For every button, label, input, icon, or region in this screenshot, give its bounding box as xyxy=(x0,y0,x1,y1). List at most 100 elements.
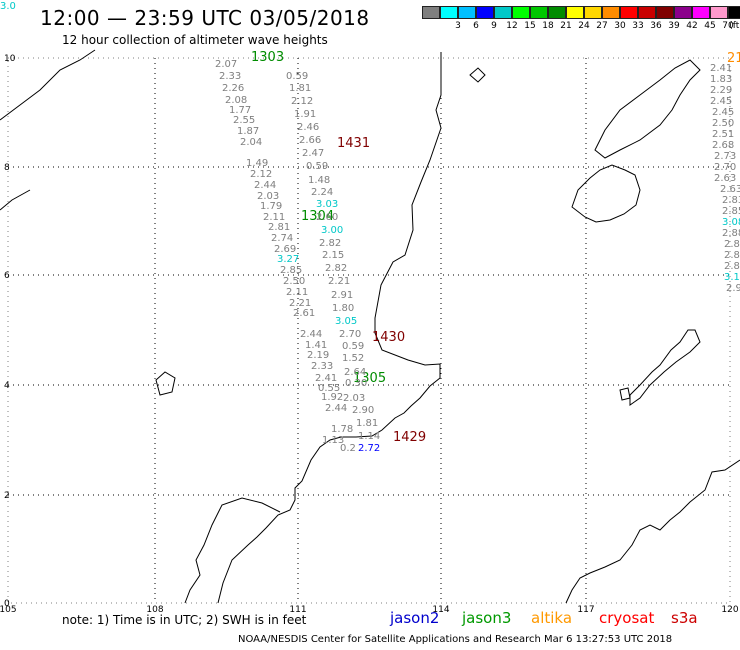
scale-swatch xyxy=(710,6,728,19)
wave-height-value: 1.80 xyxy=(332,303,354,314)
scale-swatch xyxy=(566,6,584,19)
scale-label: 42 xyxy=(686,21,698,31)
wave-height-value: 2.70 xyxy=(339,329,361,340)
coastline-hainan xyxy=(571,164,641,223)
latitude-tick-label: 10 xyxy=(4,54,16,64)
wave-height-value: 3.0 xyxy=(0,1,16,12)
wave-height-value: 2.61 xyxy=(293,308,315,319)
wave-height-value: 2.45 xyxy=(712,107,734,118)
wave-height-value: 2.66 xyxy=(299,135,321,146)
scale-swatch xyxy=(512,6,530,19)
legend-item-s3a: s3a xyxy=(671,609,698,627)
scale-label: 12 xyxy=(506,21,518,31)
wave-height-value: 2.26 xyxy=(222,83,244,94)
wave-height-value: 2.50 xyxy=(712,118,734,129)
scale-swatch xyxy=(548,6,566,19)
wave-height-value: 3.27 xyxy=(277,254,299,265)
wave-height-value: 2.55 xyxy=(233,115,255,126)
wave-height-value: 1.48 xyxy=(308,175,330,186)
wave-height-value: 3.05 xyxy=(335,316,357,327)
scale-label: 9 xyxy=(491,21,497,31)
wave-height-value: 2.60 xyxy=(316,212,338,223)
wave-height-value: 2.03 xyxy=(257,191,279,202)
satellite-pass-labels: 1303 1431 1304 1430 1305 1429 21 xyxy=(251,50,740,445)
edge-pass-label: 21 xyxy=(727,51,740,66)
legend-item-jason3: jason3 xyxy=(462,609,512,627)
wave-height-value: 2.21 xyxy=(289,298,311,309)
scale-swatch xyxy=(692,6,710,19)
pass-label: 1430 xyxy=(372,330,405,345)
coastline-vietnam xyxy=(217,52,442,604)
coastline-borneo xyxy=(565,459,740,604)
wave-height-value: 1.78 xyxy=(331,424,353,435)
pass-label: 1429 xyxy=(393,430,426,445)
wave-height-value: 2.15 xyxy=(322,250,344,261)
wave-height-value: 0.30 xyxy=(345,378,367,389)
wave-height-value: 2.44 xyxy=(300,329,322,340)
scale-swatch xyxy=(458,6,476,19)
wave-height-value: 1.41 xyxy=(305,340,327,351)
coastline-borneo-west xyxy=(184,497,281,604)
wave-height-value: 1.14 xyxy=(358,431,380,442)
scale-label: 39 xyxy=(668,21,680,31)
coastline-luzon xyxy=(594,59,701,159)
wave-height-value: 2.29 xyxy=(710,85,732,96)
wave-height-value: 2.73 xyxy=(714,151,736,162)
wave-height-value: 2.41 xyxy=(315,373,337,384)
wave-height-value: 3.1 xyxy=(724,272,740,283)
wave-height-value: 2.82 xyxy=(325,263,347,274)
scale-label: 30 xyxy=(614,21,626,31)
latitude-tick-label: 4 xyxy=(4,381,10,391)
longitude-tick-label: 117 xyxy=(577,605,594,615)
wave-height-value: 1.91 xyxy=(294,109,316,120)
scale-label: 27 xyxy=(596,21,608,31)
scale-label: 33 xyxy=(632,21,644,31)
wave-height-value: 2.45 xyxy=(710,96,732,107)
wave-height-value: 2.74 xyxy=(271,233,293,244)
legend-item-cryosat: cryosat xyxy=(599,609,655,627)
island-spratly xyxy=(619,387,631,401)
scale-label: 21 xyxy=(560,21,572,31)
coastline xyxy=(0,49,740,604)
wave-height-value: 2.90 xyxy=(352,405,374,416)
scale-swatch xyxy=(530,6,548,19)
wave-height-value: 2.88 xyxy=(722,228,740,239)
wave-height-value: 2.12 xyxy=(250,169,272,180)
wave-height-value: 2.07 xyxy=(215,59,237,70)
wave-height-value: 0.2 xyxy=(340,443,356,454)
axis-ticks: 105 108 111 114 117 120 0 2 4 6 8 10 xyxy=(0,54,739,615)
scale-swatch xyxy=(494,6,512,19)
wave-height-value: 2.85 xyxy=(722,206,740,217)
coastline-cambodia xyxy=(0,189,31,211)
wave-height-value: 0.55 xyxy=(318,383,340,394)
wave-height-value: 2.44 xyxy=(325,403,347,414)
pass-label: 1303 xyxy=(251,50,284,65)
legend-item-altika: altika xyxy=(531,609,573,627)
scale-label: 3 xyxy=(455,21,461,31)
scale-swatch xyxy=(602,6,620,19)
scale-swatch xyxy=(620,6,638,19)
wave-height-value: 2.08 xyxy=(225,95,247,106)
wave-height-value: 1.81 xyxy=(356,418,378,429)
longitude-tick-label: 108 xyxy=(146,605,163,615)
scale-label: 24 xyxy=(578,21,590,31)
wave-height-value: 3.08 xyxy=(722,217,740,228)
wave-height-value: 0.59 xyxy=(286,71,308,82)
wave-height-value: 0.59 xyxy=(306,161,328,172)
island-natuna xyxy=(155,371,176,396)
wave-height-value: 0.59 xyxy=(342,341,364,352)
scale-swatch xyxy=(656,6,674,19)
wave-height-value: 2.11 xyxy=(286,287,308,298)
wave-height-value: 2.72 xyxy=(358,443,380,454)
wave-height-value: 1.92 xyxy=(321,392,343,403)
wave-height-value: 2.33 xyxy=(219,71,241,82)
scale-swatch xyxy=(728,6,740,19)
legend-item-jason2: jason2 xyxy=(390,609,440,627)
wave-height-value: 2.04 xyxy=(240,137,262,148)
wave-height-value: 2.47 xyxy=(302,148,324,159)
wave-height-value: 2.33 xyxy=(311,361,333,372)
wave-height-value: 3.03 xyxy=(316,199,338,210)
wave-height-value: 1.13 xyxy=(322,435,344,446)
wave-height-value: 2.44 xyxy=(254,180,276,191)
